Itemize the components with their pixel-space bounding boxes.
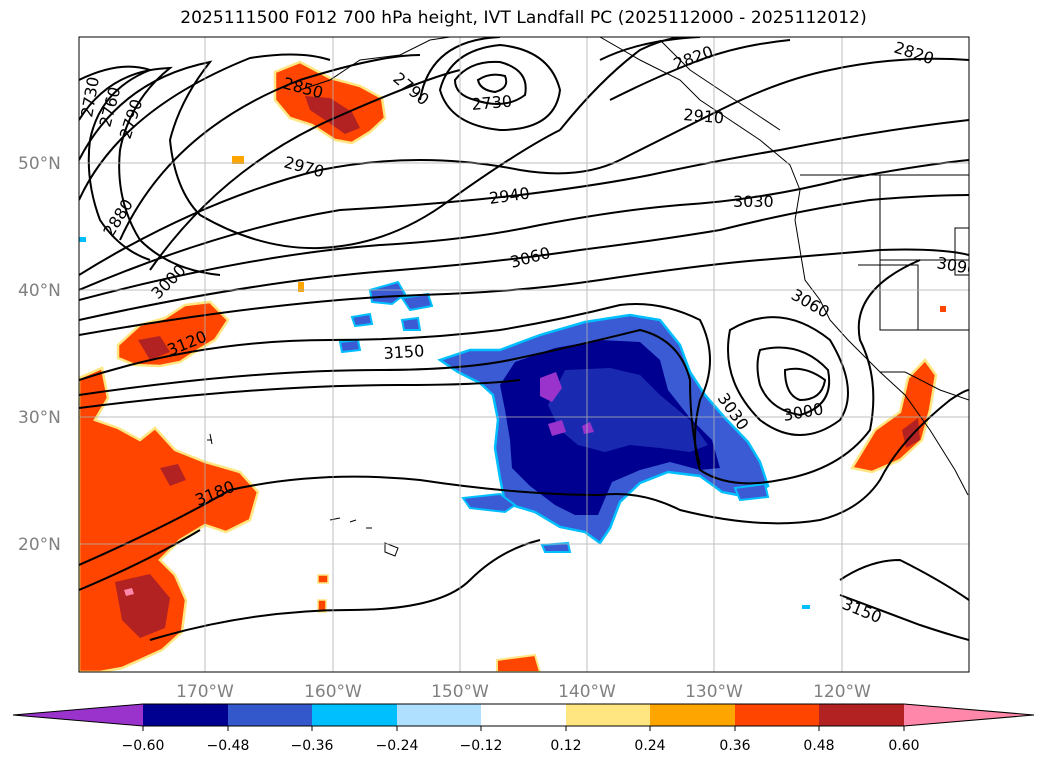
colorbar-segment (650, 704, 735, 726)
map-border (78, 36, 970, 673)
ivt-positive-regions (79, 60, 946, 672)
colorbar-segment (735, 704, 819, 726)
colorbar-tick-label: 0.36 (719, 738, 750, 754)
contour-label: 2730 (471, 92, 513, 114)
colorbar-segment (228, 704, 312, 726)
lon-label: 160°W (304, 682, 362, 702)
lat-label: 40°N (18, 281, 61, 301)
colorbar-segment (819, 704, 904, 726)
colorbar-tick-label: 0.24 (634, 738, 665, 754)
lon-label: 120°W (813, 682, 871, 702)
colorbar-tick-label: 0.48 (803, 738, 834, 754)
latitude-labels: 50°N 40°N 30°N 20°N (18, 154, 61, 555)
colorbar-tick-label: −0.24 (376, 738, 419, 754)
map-title: 2025111500 F012 700 hPa height, IVT Land… (180, 8, 867, 28)
colorbar-segment (481, 704, 566, 726)
ivt-negative-region (79, 237, 810, 609)
coastlines (207, 37, 969, 557)
colorbar-tick-label: −0.60 (122, 738, 165, 754)
colorbar-tick-label: −0.12 (460, 738, 503, 754)
lon-label: 130°W (685, 682, 743, 702)
colorbar-segment (566, 704, 650, 726)
colorbar: −0.60 −0.48 −0.36 −0.24 −0.12 0.12 0.24 … (12, 703, 1035, 754)
contour-label: 3150 (383, 341, 425, 363)
contour-label: 3030 (733, 192, 774, 211)
lat-label: 50°N (18, 154, 61, 174)
lat-label: 30°N (18, 408, 61, 428)
colorbar-extend-left (13, 704, 143, 726)
colorbar-segment (143, 704, 228, 726)
colorbar-segment (397, 704, 481, 726)
colorbar-ticks (142, 726, 905, 731)
lat-label: 20°N (18, 535, 61, 555)
colorbar-tick-label: 0.60 (888, 738, 919, 754)
colorbar-tick-label: 0.12 (550, 738, 581, 754)
longitude-labels: 170°W 160°W 150°W 140°W 130°W 120°W (176, 682, 871, 702)
lon-label: 150°W (431, 682, 489, 702)
colorbar-tick-label: −0.36 (291, 738, 334, 754)
graticule (79, 37, 969, 672)
height-contours (79, 37, 969, 641)
contour-label: 2910 (683, 105, 725, 127)
colorbar-tick-label: −0.48 (207, 738, 250, 754)
lon-label: 170°W (176, 682, 234, 702)
colorbar-segment (312, 704, 397, 726)
colorbar-extend-right (904, 704, 1034, 726)
lon-label: 140°W (558, 682, 616, 702)
